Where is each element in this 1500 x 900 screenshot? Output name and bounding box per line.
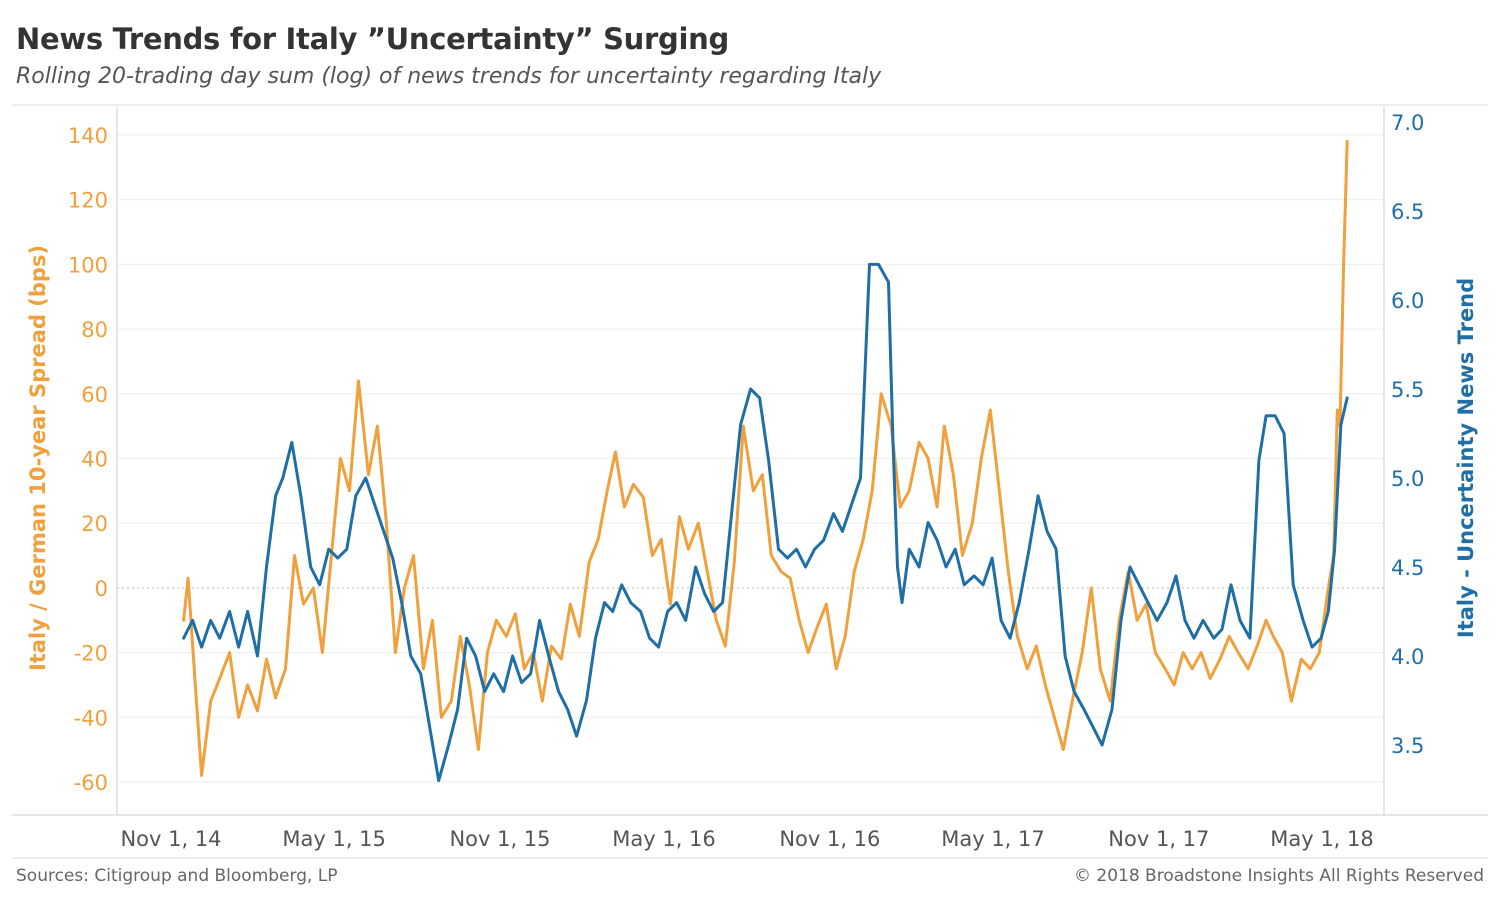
x-tick-label: Nov 1, 15 [449,827,550,851]
y-left-tick-label: 120 [68,189,108,213]
y-left-tick-label: 0 [95,577,108,601]
y-left-tick-label: -60 [74,771,108,795]
y-left-tick-label: 60 [81,383,108,407]
sources-note: Sources: Citigroup and Bloomberg, LP [16,866,338,886]
copyright-note: © 2018 Broadstone Insights All Rights Re… [1073,866,1484,886]
plot-frame [12,104,1488,859]
y-left-tick-label: 20 [81,512,108,536]
y-right-tick-label: 4.0 [1391,645,1424,669]
x-tick-label: Nov 1, 14 [120,827,221,851]
x-tick-label: May 1, 18 [1270,827,1374,851]
y-right-tick-label: 7.0 [1391,111,1424,135]
x-tick-label: May 1, 16 [612,827,716,851]
y-right-tick-label: 5.0 [1391,467,1424,491]
y-axis-left-title: Italy / German 10-year Spread (bps) [26,245,50,671]
x-tick-label: Nov 1, 17 [1108,827,1209,851]
y-left-tick-label: 140 [68,124,108,148]
axis-ticks: -60 -40 -20 0 20 40 60 80 100 120 140 3.5 4.0 4.5 5.0 5… [68,111,1425,851]
chart-title: News Trends for Italy ”Uncertainty” Surg… [16,22,729,56]
series-line-spread [182,140,1349,777]
x-tick-label: May 1, 15 [282,827,386,851]
x-tick-label: Nov 1, 16 [779,827,880,851]
y-right-tick-label: 6.5 [1391,200,1424,224]
y-left-tick-label: -20 [74,642,108,666]
series-lines [182,140,1349,783]
x-tick-label: May 1, 17 [941,827,1045,851]
gridlines [117,134,1384,783]
y-right-tick-label: 3.5 [1391,734,1424,758]
y-right-tick-label: 6.0 [1391,289,1424,313]
chart-subtitle: Rolling 20-trading day sum (log) of news… [16,64,882,89]
y-right-tick-label: 5.5 [1391,378,1424,402]
y-axis-right-title: Italy - Uncertainty News Trend [1454,278,1478,638]
y-right-tick-label: 4.5 [1391,556,1424,580]
y-left-tick-label: 100 [68,253,108,277]
y-left-tick-label: 40 [81,448,108,472]
y-left-tick-label: -40 [74,706,108,730]
series-line-uncertainty-news [182,262,1349,783]
y-left-tick-label: 80 [81,318,108,342]
